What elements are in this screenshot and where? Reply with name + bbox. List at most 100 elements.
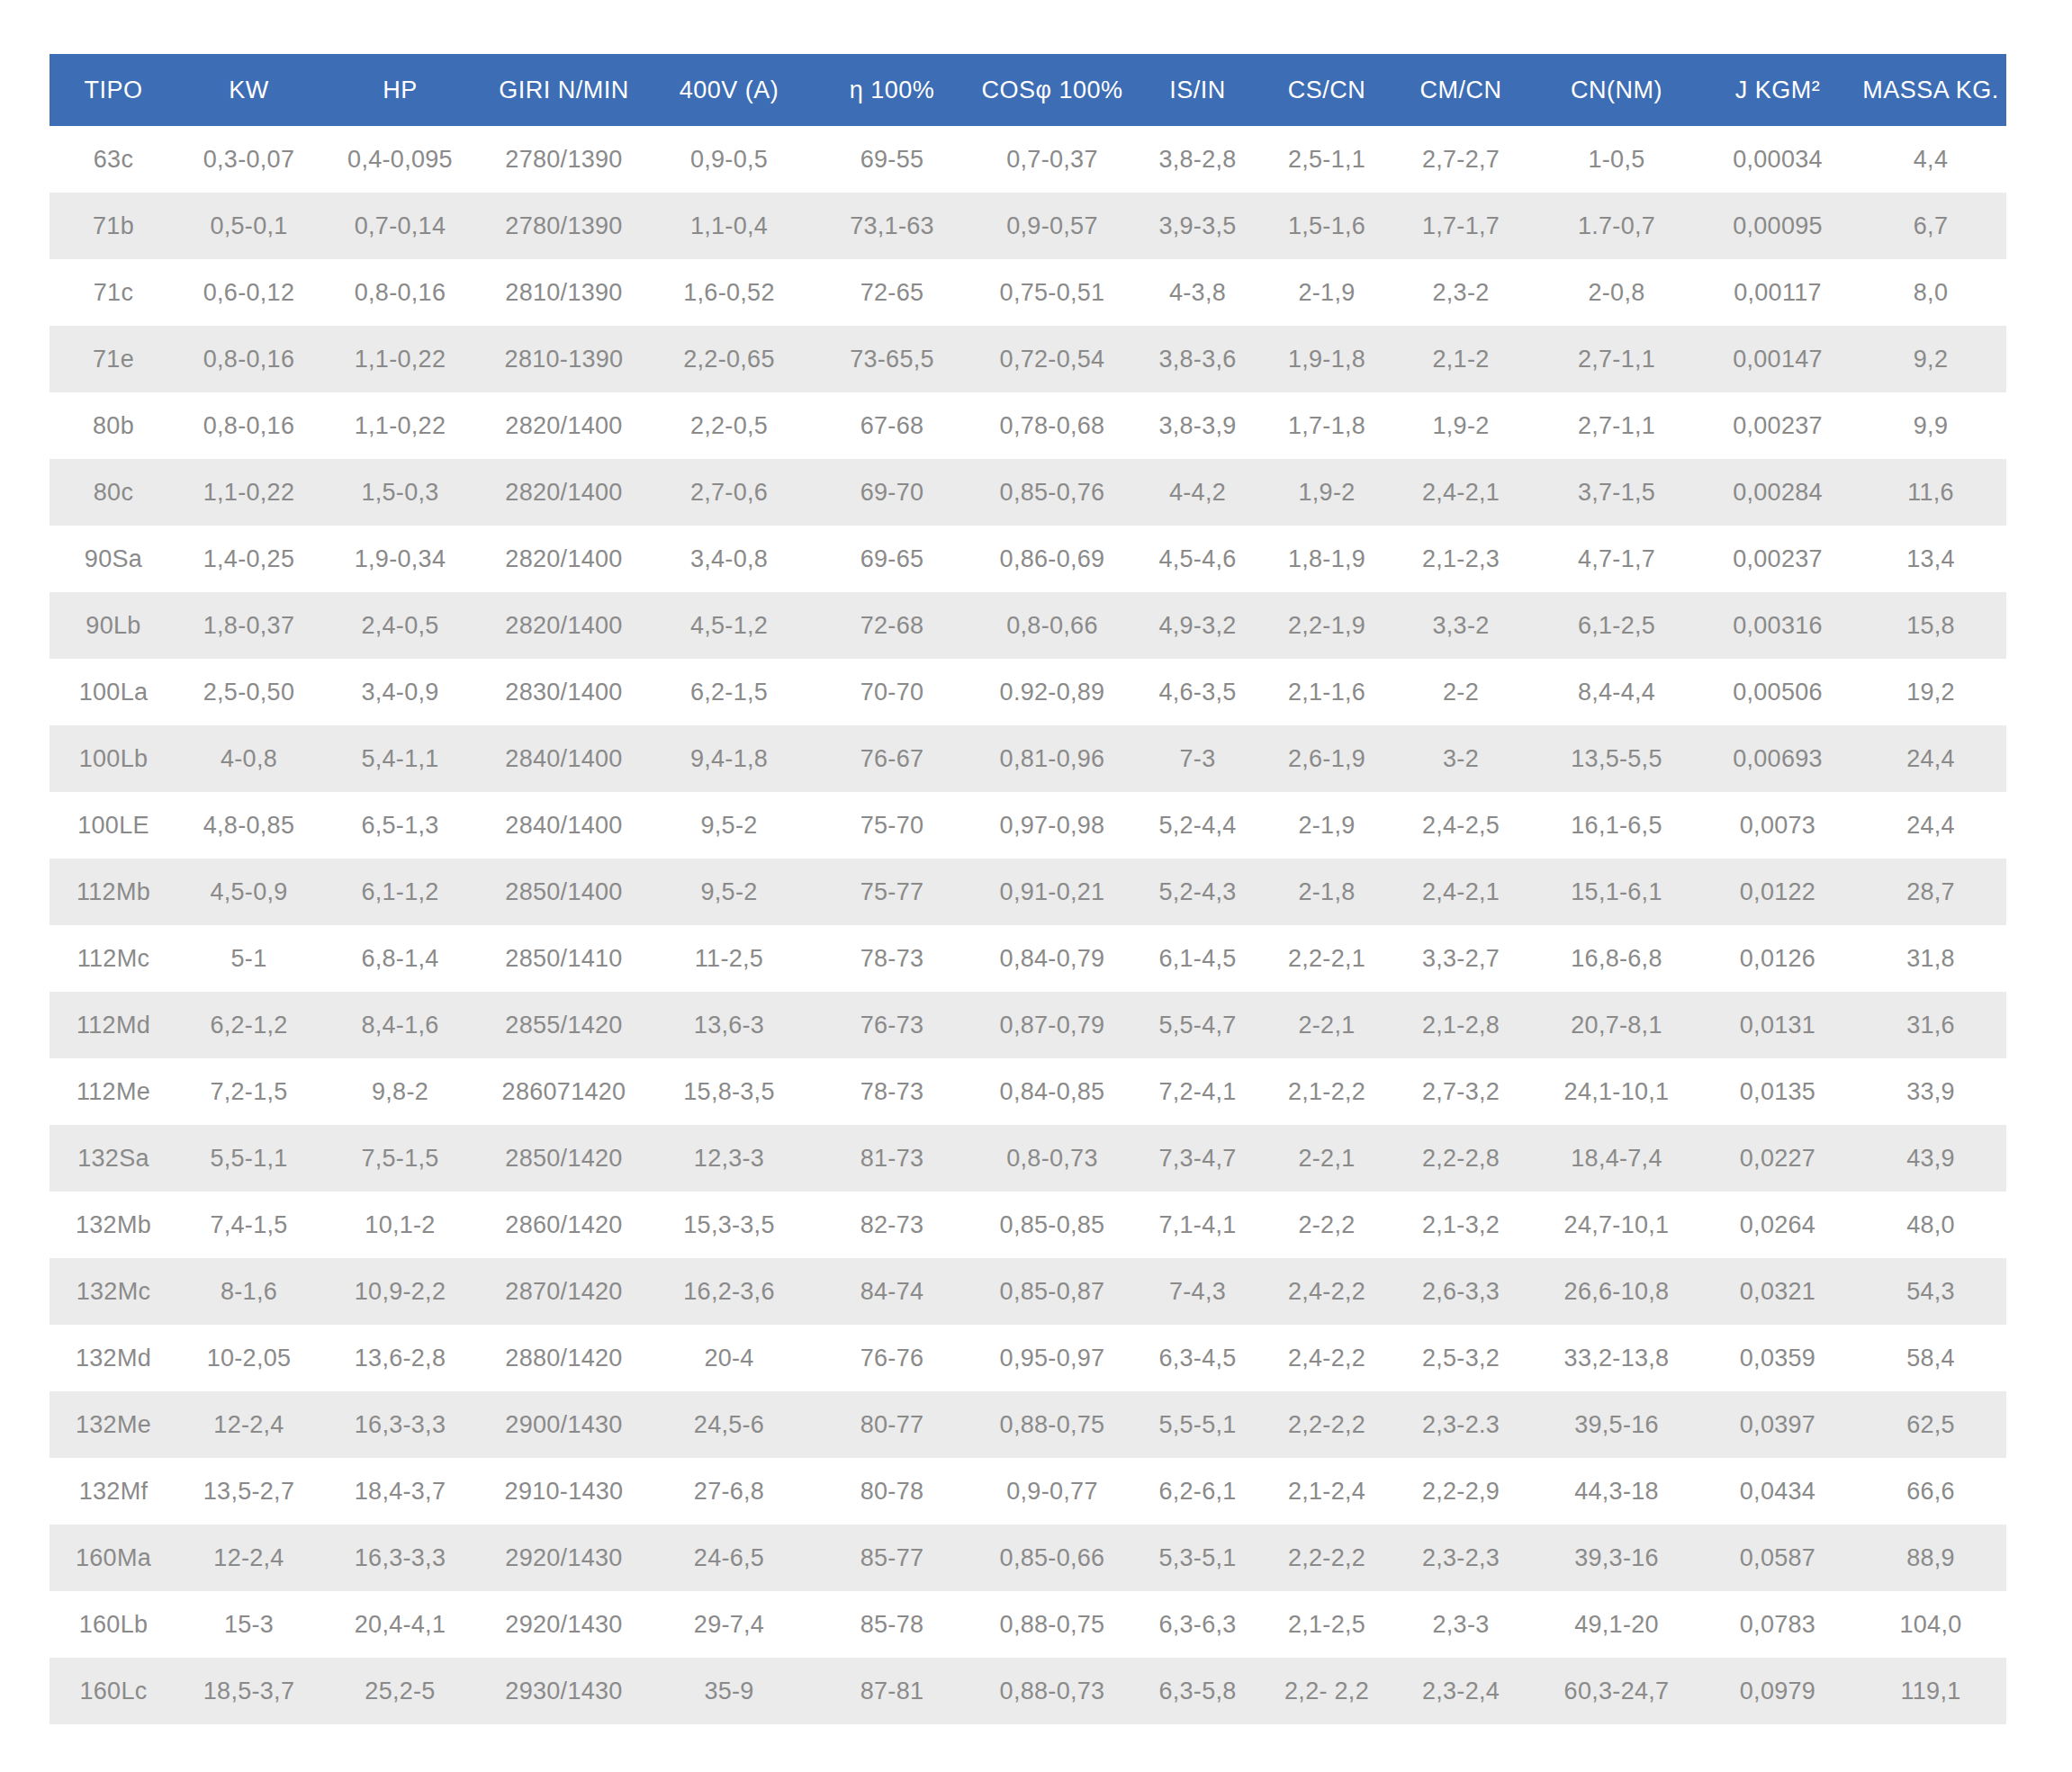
table-cell: 4-0,8 — [177, 725, 320, 792]
table-cell: 2,1-2,2 — [1265, 1058, 1389, 1125]
table-cell: 2,2-2,9 — [1389, 1458, 1533, 1525]
table-cell: 15,3-3,5 — [648, 1192, 810, 1258]
table-cell: 2,7-2,7 — [1389, 126, 1533, 193]
table-cell: 2,3-2,3 — [1389, 1525, 1533, 1591]
table-cell: 2,1-1,6 — [1265, 659, 1389, 725]
table-cell: 12-2,4 — [177, 1525, 320, 1591]
table-cell: 2,7-1,1 — [1533, 392, 1700, 459]
table-cell: 2,1-2 — [1389, 326, 1533, 392]
table-cell: 31,6 — [1855, 992, 2006, 1058]
table-cell: 13,5-5,5 — [1533, 725, 1700, 792]
table-cell: 0,8-0,66 — [974, 592, 1131, 659]
table-cell: 2-1,9 — [1265, 259, 1389, 326]
table-cell: 0,85-0,66 — [974, 1525, 1131, 1591]
table-cell: 0,88-0,75 — [974, 1591, 1131, 1658]
table-cell: 2-2,1 — [1265, 1125, 1389, 1192]
table-cell: 7,2-1,5 — [177, 1058, 320, 1125]
table-cell: 2810/1390 — [480, 259, 648, 326]
table-cell: 69-65 — [810, 526, 974, 592]
table-cell: 2,2-0,65 — [648, 326, 810, 392]
table-cell: 39,5-16 — [1533, 1391, 1700, 1458]
table-cell: 6,1-4,5 — [1131, 925, 1265, 992]
table-cell: 0,0073 — [1700, 792, 1855, 859]
table-cell: 1,5-0,3 — [320, 459, 480, 526]
column-header: 400V (A) — [648, 54, 810, 126]
table-cell: 0,8-0,16 — [320, 259, 480, 326]
table-cell: 2-1,8 — [1265, 859, 1389, 925]
table-cell: 3,4-0,9 — [320, 659, 480, 725]
table-cell: 0,87-0,79 — [974, 992, 1131, 1058]
table-cell: 0,00034 — [1700, 126, 1855, 193]
row-type-label: 132Md — [50, 1325, 177, 1391]
table-cell: 13,5-2,7 — [177, 1458, 320, 1525]
table-cell: 24,4 — [1855, 725, 2006, 792]
table-cell: 1,8-0,37 — [177, 592, 320, 659]
table-row: 160Lc18,5-3,725,2-52930/143035-987-810,8… — [50, 1658, 2006, 1724]
table-cell: 0,95-0,97 — [974, 1325, 1131, 1391]
table-cell: 4-4,2 — [1131, 459, 1265, 526]
column-header: GIRI N/MIN — [480, 54, 648, 126]
table-cell: 2,2-2,1 — [1265, 925, 1389, 992]
table-row: 112Mc5-16,8-1,42850/141011-2,578-730,84-… — [50, 925, 2006, 992]
table-row: 132Sa5,5-1,17,5-1,52850/142012,3-381-730… — [50, 1125, 2006, 1192]
table-cell: 2,5-0,50 — [177, 659, 320, 725]
table-cell: 24,7-10,1 — [1533, 1192, 1700, 1258]
table-header: TIPOKWHPGIRI N/MIN400V (A)η 100%COSφ 100… — [50, 54, 2006, 126]
table-row: 90Sa1,4-0,251,9-0,342820/14003,4-0,869-6… — [50, 526, 2006, 592]
table-cell: 70-70 — [810, 659, 974, 725]
table-cell: 9,5-2 — [648, 792, 810, 859]
table-cell: 0,7-0,14 — [320, 193, 480, 259]
table-cell: 18,4-7,4 — [1533, 1125, 1700, 1192]
table-cell: 0,72-0,54 — [974, 326, 1131, 392]
table-cell: 20,7-8,1 — [1533, 992, 1700, 1058]
table-cell: 5,3-5,1 — [1131, 1525, 1265, 1591]
row-type-label: 71b — [50, 193, 177, 259]
table-cell: 3,7-1,5 — [1533, 459, 1700, 526]
table-cell: 4,5-0,9 — [177, 859, 320, 925]
table-cell: 5,2-4,4 — [1131, 792, 1265, 859]
table-cell: 69-70 — [810, 459, 974, 526]
table-cell: 28,7 — [1855, 859, 2006, 925]
table-cell: 35-9 — [648, 1658, 810, 1724]
table-cell: 0,0321 — [1700, 1258, 1855, 1325]
table-cell: 4,7-1,7 — [1533, 526, 1700, 592]
table-cell: 0,0122 — [1700, 859, 1855, 925]
table-cell: 2,4-2,1 — [1389, 859, 1533, 925]
table-cell: 6,1-1,2 — [320, 859, 480, 925]
motor-spec-table: TIPOKWHPGIRI N/MIN400V (A)η 100%COSφ 100… — [50, 54, 2006, 1724]
table-cell: 2,7-0,6 — [648, 459, 810, 526]
table-cell: 73-65,5 — [810, 326, 974, 392]
table-cell: 1,1-0,4 — [648, 193, 810, 259]
table-cell: 85-78 — [810, 1591, 974, 1658]
table-cell: 2,6-3,3 — [1389, 1258, 1533, 1325]
table-cell: 3,3-2 — [1389, 592, 1533, 659]
table-cell: 27-6,8 — [648, 1458, 810, 1525]
table-cell: 20-4 — [648, 1325, 810, 1391]
table-cell: 16,2-3,6 — [648, 1258, 810, 1325]
table-cell: 2920/1430 — [480, 1591, 648, 1658]
table-cell: 2830/1400 — [480, 659, 648, 725]
table-cell: 6,1-2,5 — [1533, 592, 1700, 659]
table-cell: 0,0979 — [1700, 1658, 1855, 1724]
table-row: 132Mb7,4-1,510,1-22860/142015,3-3,582-73… — [50, 1192, 2006, 1258]
table-cell: 0,8-0,73 — [974, 1125, 1131, 1192]
table-cell: 1,9-2 — [1389, 392, 1533, 459]
table-cell: 2820/1400 — [480, 392, 648, 459]
table-cell: 0,88-0,73 — [974, 1658, 1131, 1724]
table-cell: 2820/1400 — [480, 592, 648, 659]
table-cell: 48,0 — [1855, 1192, 2006, 1258]
table-cell: 10,9-2,2 — [320, 1258, 480, 1325]
table-cell: 33,9 — [1855, 1058, 2006, 1125]
table-cell: 0,4-0,095 — [320, 126, 480, 193]
table-cell: 2,2-2,2 — [1265, 1391, 1389, 1458]
table-cell: 2,4-2,2 — [1265, 1325, 1389, 1391]
table-cell: 2820/1400 — [480, 526, 648, 592]
table-cell: 4,4 — [1855, 126, 2006, 193]
table-cell: 2,2-2,8 — [1389, 1125, 1533, 1192]
table-cell: 78-73 — [810, 1058, 974, 1125]
row-type-label: 132Mf — [50, 1458, 177, 1525]
table-cell: 16,3-3,3 — [320, 1391, 480, 1458]
table-cell: 2,7-3,2 — [1389, 1058, 1533, 1125]
table-cell: 24,1-10,1 — [1533, 1058, 1700, 1125]
table-cell: 2,2-1,9 — [1265, 592, 1389, 659]
